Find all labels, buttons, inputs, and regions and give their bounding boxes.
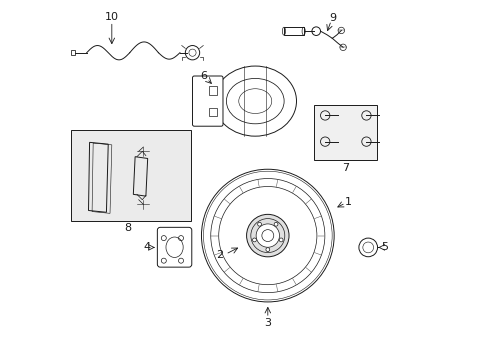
- Text: 7: 7: [342, 163, 348, 173]
- Text: 5: 5: [380, 242, 387, 252]
- Bar: [208, 86, 216, 95]
- Circle shape: [274, 222, 277, 226]
- Bar: [208, 108, 216, 116]
- FancyBboxPatch shape: [192, 76, 223, 126]
- Bar: [70, 50, 75, 55]
- Circle shape: [257, 222, 261, 226]
- Text: 2: 2: [216, 250, 223, 260]
- Text: 1: 1: [345, 197, 351, 207]
- Bar: [314, 105, 376, 160]
- Text: 4: 4: [143, 242, 150, 252]
- Circle shape: [201, 169, 333, 302]
- Ellipse shape: [214, 66, 296, 136]
- Bar: [70, 130, 190, 221]
- Text: 9: 9: [328, 13, 335, 23]
- Circle shape: [218, 186, 316, 285]
- Circle shape: [256, 224, 279, 247]
- Bar: [284, 27, 303, 35]
- Circle shape: [246, 214, 288, 257]
- Circle shape: [262, 230, 273, 242]
- Circle shape: [279, 238, 283, 242]
- Text: 8: 8: [124, 223, 131, 233]
- Circle shape: [252, 238, 256, 242]
- Text: 3: 3: [264, 319, 271, 328]
- Text: 10: 10: [104, 12, 119, 22]
- Circle shape: [265, 248, 269, 252]
- Text: 6: 6: [200, 71, 206, 81]
